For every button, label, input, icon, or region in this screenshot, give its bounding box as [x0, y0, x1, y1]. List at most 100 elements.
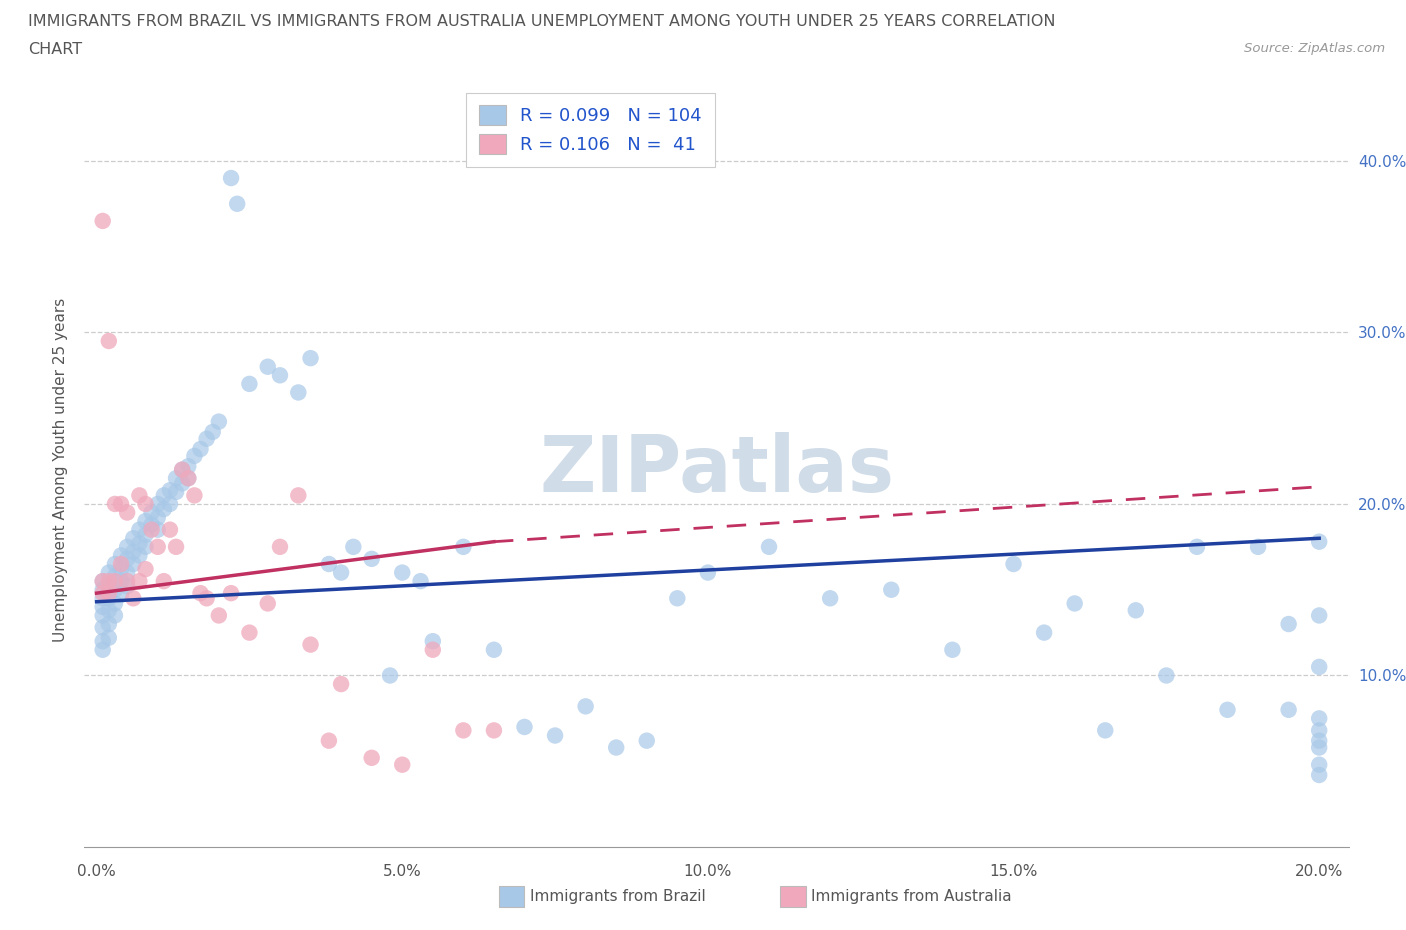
Point: [330, 677, 353, 692]
Point: [97, 574, 120, 589]
Point: [342, 539, 364, 554]
Point: [1308, 534, 1330, 549]
Point: [122, 556, 145, 571]
Point: [172, 462, 194, 477]
Point: [91, 586, 114, 601]
Text: IMMIGRANTS FROM BRAZIL VS IMMIGRANTS FROM AUSTRALIA UNEMPLOYMENT AMONG YOUTH UND: IMMIGRANTS FROM BRAZIL VS IMMIGRANTS FRO…: [28, 14, 1056, 29]
Point: [104, 556, 127, 571]
Point: [128, 548, 150, 563]
Point: [141, 523, 163, 538]
Point: [91, 620, 114, 635]
Point: [318, 556, 340, 571]
Point: [256, 359, 278, 374]
Point: [97, 631, 120, 645]
Point: [391, 757, 413, 772]
Point: [110, 574, 132, 589]
Point: [238, 377, 260, 392]
Point: [91, 214, 114, 229]
Point: [91, 633, 114, 648]
Point: [1308, 723, 1330, 737]
Point: [115, 505, 138, 520]
Point: [97, 603, 120, 618]
Text: Source: ZipAtlas.com: Source: ZipAtlas.com: [1244, 42, 1385, 55]
Point: [104, 568, 127, 583]
Point: [1063, 596, 1085, 611]
Point: [941, 643, 963, 658]
Point: [91, 574, 114, 589]
Point: [1308, 608, 1330, 623]
Point: [128, 488, 150, 503]
Point: [104, 497, 127, 512]
Legend: R = 0.099   N = 104, R = 0.106   N =  41: R = 0.099 N = 104, R = 0.106 N = 41: [467, 93, 714, 166]
Point: [153, 501, 176, 516]
Point: [190, 586, 212, 601]
Point: [141, 517, 163, 532]
Point: [134, 527, 156, 542]
Point: [128, 574, 150, 589]
Point: [1002, 556, 1025, 571]
Point: [208, 608, 231, 623]
Point: [1033, 625, 1056, 640]
Point: [256, 596, 278, 611]
Point: [544, 728, 567, 743]
Point: [115, 551, 138, 566]
Point: [115, 539, 138, 554]
Point: [134, 562, 156, 577]
Point: [110, 588, 132, 603]
Point: [195, 432, 218, 446]
Text: Immigrants from Australia: Immigrants from Australia: [811, 889, 1012, 904]
Point: [97, 617, 120, 631]
Text: Immigrants from Brazil: Immigrants from Brazil: [530, 889, 706, 904]
Point: [104, 582, 127, 597]
Point: [97, 565, 120, 580]
Point: [818, 591, 841, 605]
Point: [146, 511, 169, 525]
Point: [219, 586, 242, 601]
Point: [453, 539, 475, 554]
Point: [104, 608, 127, 623]
Point: [226, 196, 249, 211]
Point: [115, 574, 138, 589]
Point: [91, 591, 114, 605]
Point: [299, 351, 322, 365]
Point: [97, 591, 120, 605]
Point: [153, 488, 176, 503]
Point: [482, 643, 505, 658]
Point: [605, 740, 627, 755]
Point: [165, 485, 187, 499]
Point: [453, 723, 475, 737]
Point: [183, 488, 205, 503]
Point: [146, 539, 169, 554]
Point: [104, 574, 127, 589]
Point: [330, 565, 353, 580]
Point: [134, 539, 156, 554]
Point: [91, 582, 114, 597]
Point: [110, 548, 132, 563]
Point: [146, 523, 169, 538]
Point: [1308, 740, 1330, 755]
Point: [128, 523, 150, 538]
Point: [177, 458, 200, 473]
Point: [287, 488, 309, 503]
Point: [409, 574, 432, 589]
Point: [165, 471, 187, 485]
Point: [165, 539, 187, 554]
Point: [172, 476, 194, 491]
Y-axis label: Unemployment Among Youth under 25 years: Unemployment Among Youth under 25 years: [52, 298, 67, 642]
Point: [360, 551, 382, 566]
Point: [91, 600, 114, 615]
Point: [1185, 539, 1208, 554]
Point: [1308, 767, 1330, 782]
Point: [201, 424, 224, 439]
Point: [153, 574, 176, 589]
Point: [159, 523, 181, 538]
Point: [110, 556, 132, 571]
Point: [183, 448, 205, 463]
Point: [110, 562, 132, 577]
Point: [177, 471, 200, 485]
Point: [269, 539, 291, 554]
Point: [141, 505, 163, 520]
Point: [1094, 723, 1116, 737]
Point: [575, 699, 598, 714]
Point: [299, 637, 322, 652]
